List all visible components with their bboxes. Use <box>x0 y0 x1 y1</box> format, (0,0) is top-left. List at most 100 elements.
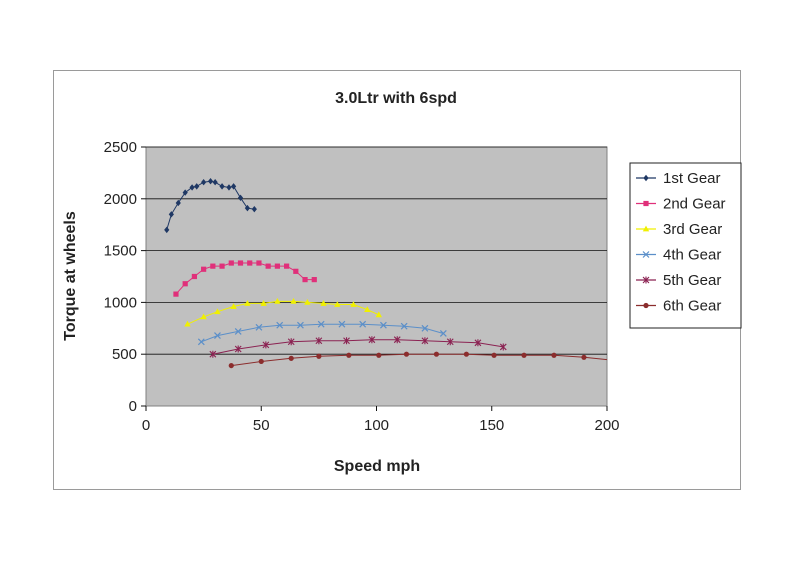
data-point <box>290 297 297 304</box>
data-point <box>191 273 198 280</box>
data-point <box>256 260 262 266</box>
series-2 <box>173 260 317 297</box>
series-5 <box>209 336 507 358</box>
data-point <box>499 343 507 351</box>
data-point <box>274 263 280 269</box>
data-point <box>226 184 232 191</box>
data-point <box>403 351 410 357</box>
data-point <box>244 204 251 212</box>
data-point <box>551 352 557 358</box>
y-tick-label: 1500 <box>104 243 137 260</box>
data-point <box>491 352 497 358</box>
data-point <box>197 338 205 346</box>
x-tick-label: 50 <box>253 417 270 434</box>
data-point <box>234 327 242 335</box>
data-point <box>244 300 251 306</box>
data-point <box>189 184 195 191</box>
series-3 <box>184 297 383 327</box>
data-point <box>317 320 325 328</box>
chart-title: 3.0Ltr with 6spd <box>335 90 457 107</box>
legend-marker <box>643 200 649 207</box>
legend-label: 5th Gear <box>663 272 721 289</box>
data-point <box>611 358 616 363</box>
data-point <box>521 352 527 358</box>
legend-label: 3rd Gear <box>663 221 722 238</box>
data-point <box>228 260 234 266</box>
y-axis-title: Torque at wheels <box>62 211 79 341</box>
data-point <box>201 266 207 272</box>
data-point <box>214 308 221 315</box>
data-point <box>209 350 217 358</box>
legend-label: 4th Gear <box>663 247 721 264</box>
x-tick-label: 150 <box>479 417 504 434</box>
data-point <box>251 205 257 213</box>
data-point <box>297 321 304 329</box>
series-4 <box>197 320 447 346</box>
legend: 1st Gear 2nd Gear 3rd Gear 4th Gear 5th Gear… <box>629 162 742 329</box>
data-point <box>343 337 350 345</box>
y-tick-label: 0 <box>129 398 137 415</box>
series-line <box>175 262 315 295</box>
legend-item: 5th Gear <box>636 272 721 289</box>
legend-box <box>629 162 742 329</box>
data-point <box>446 338 454 346</box>
y-tick-label: 1000 <box>104 294 137 311</box>
series-line <box>187 300 380 325</box>
legend-label: 6th Gear <box>663 298 721 315</box>
data-point <box>304 299 311 305</box>
data-point <box>346 352 352 358</box>
data-point <box>393 336 401 344</box>
data-point <box>359 320 367 328</box>
series-1 <box>164 177 257 234</box>
data-point <box>258 358 264 365</box>
x-tick-label: 100 <box>364 417 389 434</box>
data-point <box>334 301 341 307</box>
data-point <box>284 263 290 269</box>
legend-item: 6th Gear <box>636 298 721 315</box>
data-point <box>260 300 267 306</box>
data-point <box>247 260 253 266</box>
data-point <box>184 320 191 327</box>
data-point <box>210 263 216 269</box>
chart-frame: 3.0Ltr with 6spd 0 500 1000 1500 2000 2500 0 5… <box>53 70 742 490</box>
series-line <box>212 339 504 355</box>
data-point <box>230 303 237 309</box>
data-point <box>375 311 383 318</box>
data-point <box>287 338 295 346</box>
data-point <box>237 260 244 266</box>
y-axis-ticks: 0 500 1000 1500 2000 2500 <box>104 139 146 415</box>
data-point <box>316 353 322 359</box>
y-tick-label: 2000 <box>104 191 137 208</box>
data-point <box>182 189 188 196</box>
x-tick-label: 200 <box>594 417 619 434</box>
legend-label: 1st Gear <box>663 170 721 187</box>
data-point <box>274 297 281 304</box>
legend-marker <box>642 276 650 284</box>
data-point <box>164 226 170 234</box>
data-point <box>230 183 237 190</box>
y-tick-label: 2500 <box>104 139 137 156</box>
data-point <box>376 352 382 358</box>
legend-item: 3rd Gear <box>636 221 722 238</box>
x-axis-title: Speed mph <box>334 458 420 475</box>
x-tick-label: 0 <box>142 417 150 434</box>
legend-label: 2nd Gear <box>663 196 726 213</box>
data-point <box>421 324 429 332</box>
data-point <box>200 313 207 320</box>
legend-item: 2nd Gear <box>636 196 726 213</box>
data-point <box>175 199 181 207</box>
data-point <box>207 177 214 185</box>
data-point <box>168 211 174 218</box>
chart-svg: 3.0Ltr with 6spd 0 500 1000 1500 2000 2500 0 5… <box>62 90 742 475</box>
series-layer <box>164 177 616 369</box>
data-point <box>293 268 299 274</box>
data-point <box>315 337 323 345</box>
data-point <box>463 351 469 357</box>
data-point <box>173 291 179 297</box>
data-point <box>439 330 447 337</box>
data-point <box>276 321 284 329</box>
legend-marker <box>642 225 650 232</box>
data-point <box>194 183 200 190</box>
data-point <box>228 362 234 369</box>
data-point <box>214 332 221 339</box>
